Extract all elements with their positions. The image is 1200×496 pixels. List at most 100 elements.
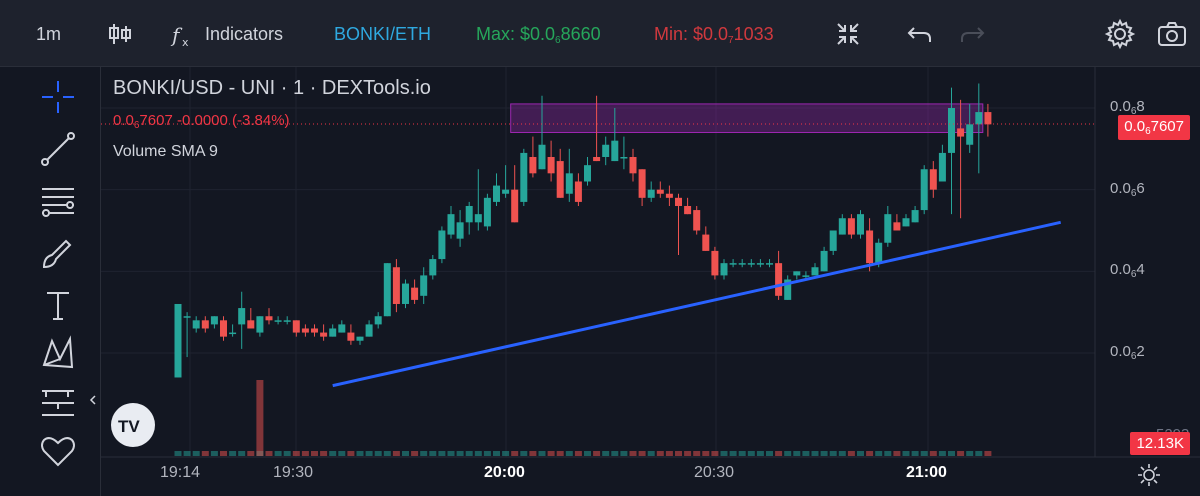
- volume-bar: [265, 451, 273, 456]
- tradingview-logo: TV: [111, 403, 155, 447]
- volume-bar: [420, 451, 428, 456]
- pattern-icon[interactable]: [38, 333, 78, 373]
- candle-body: [984, 112, 992, 125]
- candle-body: [720, 263, 728, 276]
- candle-body: [784, 279, 792, 300]
- legend-price-tail: 7607: [139, 112, 173, 129]
- volume-bar: [720, 451, 728, 456]
- trendline-line[interactable]: [332, 220, 1062, 388]
- volume-bar: [183, 451, 191, 456]
- candle-body: [574, 181, 582, 202]
- resistance-zone[interactable]: [510, 103, 984, 133]
- candle-body: [766, 263, 773, 265]
- time-tick-label: 19:30: [273, 464, 314, 481]
- resistance-zone-rect[interactable]: [510, 103, 984, 133]
- candle-body: [320, 332, 328, 337]
- volume-bar: [301, 451, 309, 456]
- volume-bar: [529, 451, 537, 456]
- candle-body: [702, 234, 710, 251]
- redo-icon[interactable]: [956, 18, 988, 50]
- price-tick-label: 0.068: [1110, 98, 1145, 117]
- candle-body: [829, 230, 837, 251]
- settings-icon[interactable]: [1104, 18, 1136, 50]
- candle-body: [247, 320, 255, 329]
- volume-bar: [875, 451, 883, 456]
- volume-bar: [374, 451, 382, 456]
- candle-body: [520, 152, 528, 202]
- volume-bar: [220, 451, 227, 456]
- candle-body: [429, 259, 437, 276]
- volume-bar: [647, 451, 655, 456]
- volume-bar: [784, 451, 792, 456]
- candle-body: [957, 128, 965, 137]
- crosshair-icon[interactable]: [38, 77, 78, 117]
- max-tail: 8660: [560, 24, 601, 44]
- text-icon[interactable]: [38, 285, 78, 325]
- volume-bar: [274, 451, 282, 456]
- min-sub: 7: [728, 35, 734, 46]
- drawing-toolbar: [0, 67, 101, 496]
- candle-body: [948, 108, 955, 153]
- trendline-icon[interactable]: [38, 129, 78, 169]
- candle-body: [474, 214, 482, 223]
- current-price-badge: 0.067607: [1118, 115, 1190, 140]
- trendline[interactable]: [332, 220, 1062, 388]
- volume-bar: [929, 451, 937, 456]
- max-prefix: Max: $0.0: [476, 24, 556, 44]
- measure-icon[interactable]: [38, 383, 78, 423]
- volume-bar: [766, 451, 773, 456]
- volume-bar: [447, 451, 455, 456]
- volume-bar: [347, 451, 355, 456]
- volume-bar: [483, 451, 491, 456]
- candle-body: [292, 320, 300, 333]
- volume-bar: [538, 451, 546, 456]
- candle-body: [347, 332, 355, 341]
- brush-icon[interactable]: [38, 233, 78, 273]
- candle-body: [847, 218, 855, 235]
- volume-bar: [474, 451, 482, 456]
- badge-sub: 6: [1145, 126, 1151, 137]
- candle-body: [656, 189, 664, 194]
- candle-body: [493, 185, 500, 202]
- pair-label[interactable]: BONKI/ETH: [334, 24, 432, 44]
- volume-bar: [456, 451, 464, 456]
- volume-bar: [229, 451, 237, 456]
- candle-body: [975, 112, 983, 125]
- indicators-button[interactable]: Indicators: [205, 24, 284, 44]
- undo-icon[interactable]: [904, 18, 936, 50]
- interval-button[interactable]: 1m: [36, 24, 62, 44]
- volume-bar: [638, 451, 646, 456]
- candle-body: [775, 263, 783, 296]
- collapse-sidebar-icon[interactable]: [89, 395, 96, 405]
- camera-icon[interactable]: [1156, 18, 1188, 50]
- volume-bar: [502, 451, 510, 456]
- candle-body: [311, 328, 318, 333]
- min-tail: 1033: [733, 24, 774, 44]
- heart-icon[interactable]: [38, 431, 78, 471]
- volume-bar: [756, 451, 764, 456]
- price-tick-label: 0.064: [1110, 261, 1145, 281]
- volume-bar: [520, 451, 528, 456]
- candle-body: [411, 287, 419, 300]
- axis-settings-icon[interactable]: [1136, 462, 1162, 488]
- volume-bar: [329, 451, 337, 456]
- candles-icon[interactable]: [104, 18, 136, 50]
- volume-indicator-label[interactable]: Volume SMA 9: [113, 143, 218, 160]
- fib-icon[interactable]: [38, 181, 78, 221]
- fx-icon[interactable]: f x: [168, 18, 200, 50]
- candle-body: [629, 156, 637, 174]
- candle-body: [729, 263, 737, 265]
- candle-body: [402, 283, 409, 304]
- volume-bar: [465, 451, 473, 456]
- collapse-icon[interactable]: [832, 18, 864, 50]
- candle-body: [356, 336, 364, 341]
- volume-bar: [411, 451, 419, 456]
- top-toolbar: 1m f x Indicators BONKI/ETH Max: $0.0686…: [0, 0, 1200, 67]
- volume-bar: [802, 451, 810, 456]
- volume-bar: [338, 451, 346, 456]
- candle-body: [911, 210, 919, 223]
- candle-body: [483, 197, 491, 227]
- candle-body: [820, 250, 828, 272]
- volume-bar: [283, 451, 291, 456]
